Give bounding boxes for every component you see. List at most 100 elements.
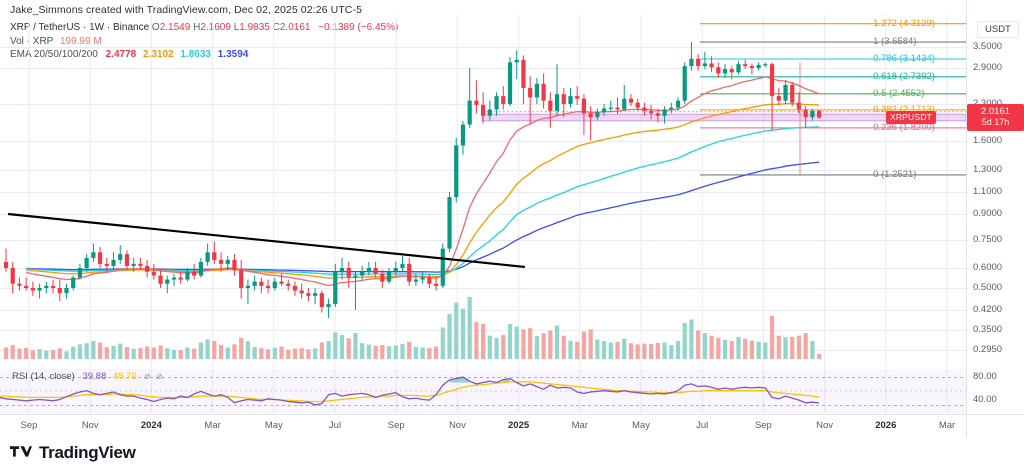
legend-change: −0.1389 (−6.45%)	[318, 22, 399, 33]
rsi-axis-tick: 80.00	[973, 371, 997, 382]
fib-level-dash: —	[861, 36, 874, 48]
fib-level-label[interactable]: — 0.236 (1.8200)	[861, 122, 935, 133]
legend-ema-row: EMA 20/50/100/200 2.4778 2.3102 1.8633 1…	[10, 48, 398, 62]
legend-high-label: H	[193, 22, 201, 33]
legend-volume-label[interactable]: Vol · XRP	[10, 35, 54, 47]
time-axis-label: Mar	[204, 420, 221, 431]
price-axis-tick: 0.7500	[973, 234, 1003, 245]
time-axis-label: 2025	[508, 420, 530, 431]
fib-level-label[interactable]: — 0.786 (3.1434)	[861, 53, 935, 64]
volume-bars	[3, 297, 822, 359]
time-axis-label: Mar	[938, 420, 956, 431]
price-axis-tick: 1.3000	[973, 164, 1003, 175]
fib-level-label[interactable]: — 0 (1.2521)	[861, 169, 916, 180]
time-axis-label: May	[264, 420, 283, 431]
rsi-axis-tick: 40.00	[973, 394, 997, 405]
legend-ema100-value: 1.8633	[180, 49, 211, 60]
legend-close-value: 2.0161	[279, 22, 311, 33]
current-price-badge: 2.0161 5d 17h	[967, 104, 1024, 132]
price-axis-tick: 2.3000	[973, 98, 1002, 109]
price-axis-tick: 0.6000	[973, 262, 1003, 273]
fib-level-text: 1.272 (4.3129)	[873, 17, 935, 29]
price-axis-tick: 0.3500	[973, 324, 1003, 335]
rsi-chart-pane[interactable]	[0, 369, 966, 413]
fib-level-label[interactable]: — 0.382 (2.1713)	[861, 104, 935, 115]
tradingview-logo[interactable]: TradingView	[10, 443, 136, 463]
fib-level-label[interactable]: — 1.272 (4.3129)	[861, 18, 935, 29]
rsi-glyphs: ⌀ ⌀	[144, 371, 165, 382]
fib-level-dash: —	[861, 17, 874, 29]
price-axis-tick: 0.2950	[973, 344, 1003, 355]
price-axis-tick: 1.6000	[973, 135, 1003, 146]
legend-ema50-value: 2.3102	[143, 49, 174, 60]
rsi-legend: RSI (14, close) 39.88 48.70 ⌀ ⌀	[12, 371, 164, 382]
ema100-line	[26, 126, 820, 276]
legend-ohlc-row: XRP / TetherUS · 1W · Binance O2.1549 H2…	[10, 21, 398, 35]
fibonacci-lines	[700, 23, 966, 176]
tradingview-wordmark: TradingView	[39, 443, 136, 462]
ema50-line	[26, 103, 820, 279]
fib-level-text: 0.5 (2.4552)	[873, 87, 925, 99]
legend-close-label: C	[272, 22, 280, 33]
support-zone-box	[481, 113, 966, 122]
fib-level-dash: —	[861, 168, 874, 180]
legend-volume-row: Vol · XRP 199.99 M	[10, 35, 398, 49]
current-price-value: 2.0161	[980, 106, 1011, 118]
price-axis-tick: 0.4200	[973, 304, 1003, 315]
time-axis-label: May	[632, 420, 650, 431]
fib-level-dash: —	[861, 121, 874, 133]
candlestick-series	[3, 42, 822, 319]
rsi-ma-value: 48.70	[112, 371, 137, 382]
legend-low-label: L	[233, 22, 240, 33]
fib-level-dash: —	[861, 103, 874, 115]
rsi-line	[0, 376, 820, 406]
tradingview-mark-icon	[10, 446, 32, 457]
legend-ema20-value: 2.4778	[105, 49, 137, 60]
time-axis-label: Sep	[20, 420, 38, 431]
fib-level-label[interactable]: — 0.618 (2.7392)	[861, 71, 935, 82]
rsi-title[interactable]: RSI (14, close)	[12, 371, 75, 382]
chart-legend: XRP / TetherUS · 1W · Binance O2.1549 H2…	[10, 21, 398, 62]
price-chart-pane[interactable]	[0, 14, 966, 367]
time-axis-label: Sep	[387, 420, 405, 431]
fib-level-text: 1 (3.6584)	[873, 36, 917, 48]
rsi-ma-line	[0, 381, 820, 403]
fib-level-text: 0 (1.2521)	[873, 168, 917, 180]
vertical-gridlines	[28, 14, 948, 367]
descending-trendline[interactable]	[7, 212, 526, 269]
price-axis-unit: USDT	[977, 21, 1019, 38]
fib-level-label[interactable]: — 0.5 (2.4552)	[861, 88, 924, 99]
time-axis-label: Nov	[816, 420, 834, 431]
fib-level-label[interactable]: — 1 (3.6584)	[861, 36, 916, 47]
legend-ema-label[interactable]: EMA 20/50/100/200	[10, 49, 98, 60]
bar-countdown: 5d 17h	[981, 117, 1010, 128]
time-axis-label: Mar	[571, 420, 588, 431]
symbol-price-badge: XRPUSDT	[885, 111, 936, 125]
price-axis-tick: 2.9000	[973, 62, 1003, 73]
time-axis-label: 2026	[875, 420, 897, 431]
legend-open-label: O	[151, 22, 160, 33]
fib-level-text: 0.786 (3.1434)	[873, 52, 935, 64]
legend-high-value: 2.1609	[200, 22, 231, 33]
price-axis-tick: 3.5000	[973, 41, 1003, 52]
fib-level-text: 0.382 (2.1713)	[873, 103, 935, 115]
legend-low-value: 1.9835	[239, 22, 270, 33]
attribution-text: Jake_Simmons created with TradingView.co…	[10, 4, 363, 16]
time-axis-label: Sep	[754, 420, 772, 431]
time-axis-label: Jul	[696, 420, 709, 431]
time-axis-label: Jul	[328, 420, 342, 431]
fib-level-dash: —	[861, 52, 874, 64]
fib-level-text: 0.236 (1.8200)	[873, 121, 935, 133]
price-axis-tick: 1.1000	[973, 186, 1003, 197]
time-axis-label: 2024	[140, 420, 162, 431]
fib-level-dash: —	[861, 70, 874, 82]
axis-separator	[966, 414, 967, 438]
time-axis[interactable]: Sep Nov 2024 Mar May Jul Sep Nov 2025 Mar May Jul Se…	[0, 414, 1024, 439]
price-axis-tick: 0.5000	[973, 282, 1003, 293]
legend-symbol[interactable]: XRP / TetherUS · 1W · Binance	[10, 22, 150, 33]
price-axis-tick: 0.9000	[973, 208, 1003, 219]
price-axis[interactable]: USDT 3.5000 2.9000 2.3000 1.6000 1.3000 1.100…	[966, 0, 1024, 414]
fib-level-text: 0.618 (2.7392)	[873, 70, 935, 82]
legend-volume-value: 199.99 M	[59, 35, 102, 47]
